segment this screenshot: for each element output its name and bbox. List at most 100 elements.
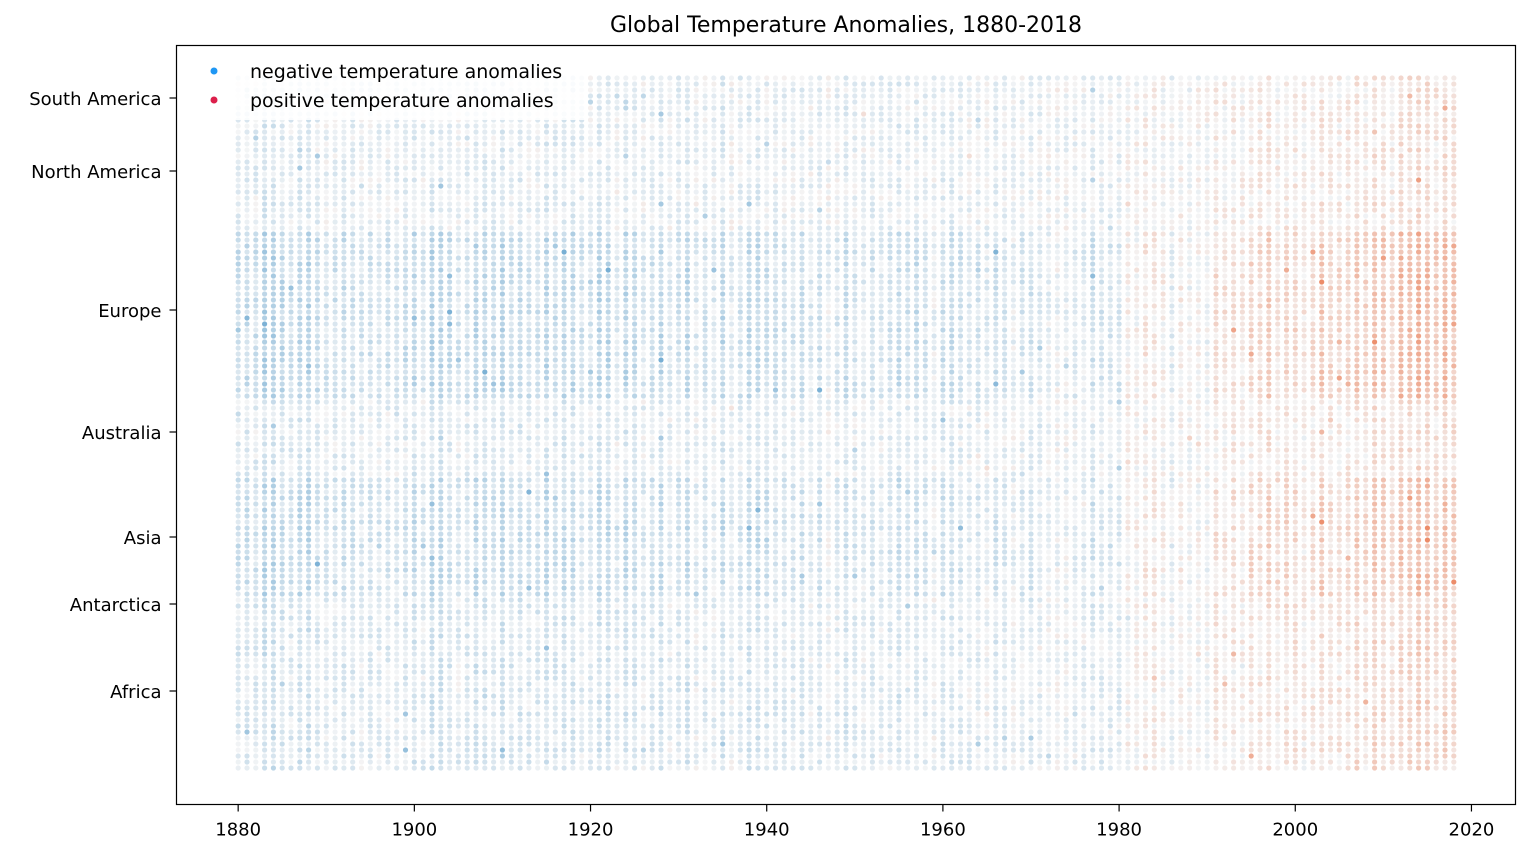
data-point: [359, 555, 364, 560]
data-point: [473, 621, 478, 626]
data-point: [394, 561, 399, 566]
data-point: [253, 651, 258, 656]
data-point: [253, 723, 258, 728]
data-point: [562, 723, 567, 728]
data-point: [606, 717, 611, 722]
data-point: [456, 441, 461, 446]
data-point: [570, 711, 575, 716]
data-point: [297, 219, 302, 224]
data-point: [377, 225, 382, 230]
data-point: [306, 459, 311, 464]
data-point: [429, 135, 434, 140]
data-point: [553, 639, 558, 644]
data-point: [553, 699, 558, 704]
data-point: [491, 561, 496, 566]
data-point: [403, 561, 408, 566]
data-point: [244, 483, 249, 488]
data-point: [579, 399, 584, 404]
data-point: [482, 459, 487, 464]
data-point: [315, 729, 320, 734]
data-point: [491, 675, 496, 680]
data-point: [297, 549, 302, 554]
data-point: [341, 159, 346, 164]
data-point: [588, 123, 593, 128]
data-point: [368, 243, 373, 248]
data-point: [606, 279, 611, 284]
data-point: [526, 201, 531, 206]
data-point: [288, 177, 293, 182]
data-point: [271, 159, 276, 164]
data-point: [473, 753, 478, 758]
data-point: [518, 723, 523, 728]
data-point: [403, 591, 408, 596]
data-point: [306, 399, 311, 404]
data-point: [500, 507, 505, 512]
data-point: [456, 561, 461, 566]
data-point: [333, 345, 338, 350]
data-point: [447, 543, 452, 548]
data-point: [544, 453, 549, 458]
data-point: [421, 183, 426, 188]
data-point: [280, 435, 285, 440]
data-point: [280, 627, 285, 632]
data-point: [324, 645, 329, 650]
data-point: [385, 651, 390, 656]
data-point: [500, 753, 505, 758]
data-point: [412, 549, 417, 554]
data-point: [394, 387, 399, 392]
data-point: [421, 615, 426, 620]
data-point: [553, 399, 558, 404]
data-point: [438, 657, 443, 662]
data-point: [606, 753, 611, 758]
data-point: [447, 249, 452, 254]
data-point: [544, 207, 549, 212]
data-point: [526, 447, 531, 452]
data-point: [491, 711, 496, 716]
data-point: [341, 573, 346, 578]
data-point: [341, 717, 346, 722]
data-point: [244, 639, 249, 644]
data-point: [297, 735, 302, 740]
data-point: [412, 633, 417, 638]
data-point: [341, 171, 346, 176]
data-point: [465, 735, 470, 740]
data-point: [614, 105, 619, 110]
data-point: [570, 333, 575, 338]
data-point: [368, 447, 373, 452]
data-point: [359, 723, 364, 728]
data-point: [350, 501, 355, 506]
data-point: [553, 741, 558, 746]
data-point: [526, 549, 531, 554]
data-point: [553, 543, 558, 548]
data-point: [526, 459, 531, 464]
data-point: [562, 717, 567, 722]
data-point: [288, 405, 293, 410]
data-point: [306, 759, 311, 764]
data-point: [385, 459, 390, 464]
data-point: [341, 543, 346, 548]
data-point: [447, 345, 452, 350]
data-point: [526, 573, 531, 578]
data-point: [562, 441, 567, 446]
data-point: [280, 681, 285, 686]
data-point: [333, 189, 338, 194]
data-point: [518, 159, 523, 164]
data-point: [333, 141, 338, 146]
data-point: [606, 477, 611, 482]
data-point: [350, 201, 355, 206]
data-point: [456, 405, 461, 410]
data-point: [385, 489, 390, 494]
data-point: [482, 633, 487, 638]
data-point: [491, 339, 496, 344]
data-point: [465, 627, 470, 632]
data-point: [500, 471, 505, 476]
data-point: [280, 195, 285, 200]
data-point: [394, 297, 399, 302]
data-point: [288, 333, 293, 338]
data-point: [438, 519, 443, 524]
data-point: [588, 435, 593, 440]
data-point: [288, 555, 293, 560]
data-point: [271, 687, 276, 692]
data-point: [535, 357, 540, 362]
data-point: [438, 495, 443, 500]
